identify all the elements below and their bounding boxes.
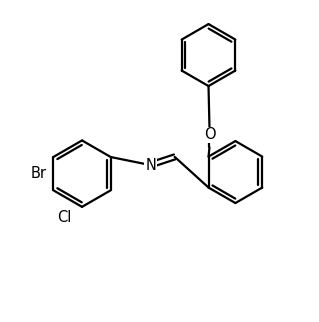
Text: Cl: Cl bbox=[57, 210, 72, 225]
Text: N: N bbox=[145, 157, 156, 173]
Text: O: O bbox=[204, 127, 215, 142]
Text: Br: Br bbox=[31, 166, 47, 181]
